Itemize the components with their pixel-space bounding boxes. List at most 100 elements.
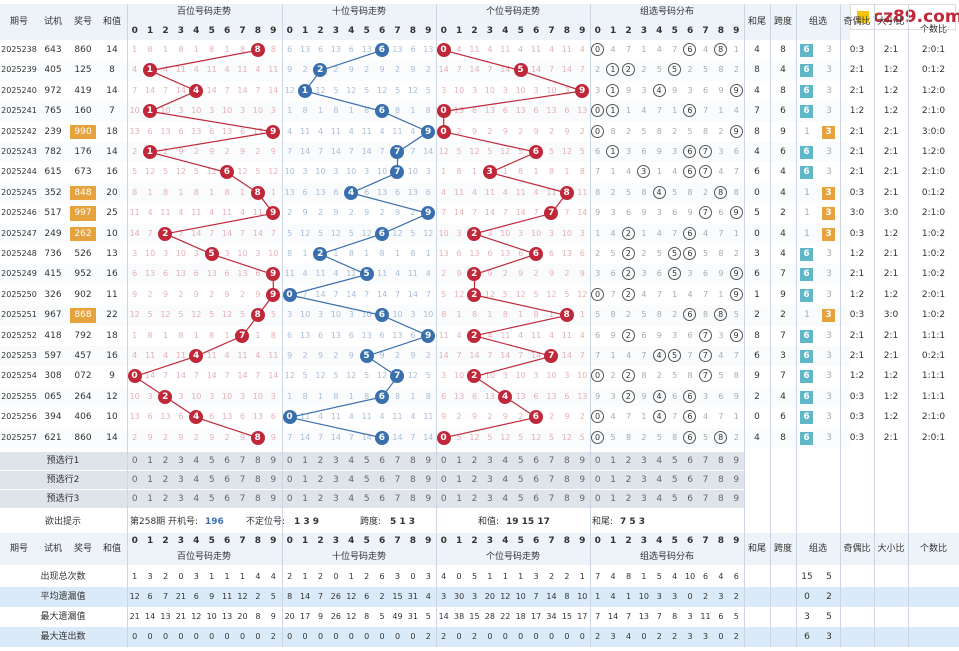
preview-digit-3[interactable]: 5 (667, 490, 682, 508)
preview-digit-2[interactable]: 3 (482, 490, 497, 508)
preview-digit-1[interactable]: 4 (344, 490, 359, 508)
preview-digit-1[interactable]: 3 (328, 490, 343, 508)
preview-digit-0[interactable]: 8 (250, 471, 265, 489)
preview-digit-0[interactable]: 5 (204, 452, 219, 470)
preview-digit-3[interactable]: 3 (636, 471, 651, 489)
preview-digit-0[interactable]: 5 (204, 471, 219, 489)
preview-digit-2[interactable]: 4 (498, 490, 513, 508)
preview-digit-0[interactable]: 0 (127, 452, 142, 470)
preview-digit-0[interactable]: 4 (189, 452, 204, 470)
preview-digit-1[interactable]: 6 (374, 471, 389, 489)
preview-digit-2[interactable]: 1 (451, 452, 466, 470)
preview-digit-2[interactable]: 8 (559, 490, 574, 508)
preview-digit-0[interactable]: 7 (235, 490, 250, 508)
preview-digit-3[interactable]: 9 (729, 452, 744, 470)
preview-digit-0[interactable]: 2 (158, 490, 173, 508)
preview-digit-1[interactable]: 2 (313, 471, 328, 489)
preview-digit-2[interactable]: 2 (467, 490, 482, 508)
preview-digit-0[interactable]: 8 (250, 490, 265, 508)
preview-digit-3[interactable]: 7 (698, 471, 713, 489)
preview-digit-0[interactable]: 7 (235, 452, 250, 470)
preview-digit-3[interactable]: 0 (590, 490, 605, 508)
preview-digit-3[interactable]: 5 (667, 452, 682, 470)
preview-digit-1[interactable]: 2 (313, 490, 328, 508)
preview-digit-3[interactable]: 2 (621, 452, 636, 470)
preview-digit-2[interactable]: 4 (498, 452, 513, 470)
preview-digit-0[interactable]: 0 (127, 490, 142, 508)
preview-digit-3[interactable]: 3 (636, 452, 651, 470)
preview-digit-1[interactable]: 6 (374, 490, 389, 508)
preview-digit-3[interactable]: 4 (652, 471, 667, 489)
preview-digit-3[interactable]: 2 (621, 471, 636, 489)
preview-digit-3[interactable]: 9 (729, 490, 744, 508)
preview-digit-0[interactable]: 3 (173, 471, 188, 489)
preview-digit-1[interactable]: 8 (405, 452, 420, 470)
preview-digit-2[interactable]: 3 (482, 452, 497, 470)
preview-digit-0[interactable]: 0 (127, 471, 142, 489)
preview-digit-1[interactable]: 4 (344, 471, 359, 489)
preview-digit-0[interactable]: 7 (235, 471, 250, 489)
preview-digit-1[interactable]: 5 (359, 452, 374, 470)
preview-digit-0[interactable]: 9 (266, 490, 281, 508)
preview-digit-0[interactable]: 3 (173, 452, 188, 470)
preview-digit-3[interactable]: 7 (698, 452, 713, 470)
preview-digit-1[interactable]: 8 (405, 471, 420, 489)
preview-digit-3[interactable]: 1 (605, 452, 620, 470)
preview-digit-2[interactable]: 5 (513, 471, 528, 489)
preview-digit-1[interactable]: 0 (282, 452, 297, 470)
preview-digit-3[interactable]: 3 (636, 490, 651, 508)
preview-digit-2[interactable]: 2 (467, 471, 482, 489)
preview-digit-3[interactable]: 6 (682, 471, 697, 489)
preview-digit-3[interactable]: 0 (590, 471, 605, 489)
preview-digit-3[interactable]: 4 (652, 452, 667, 470)
preview-digit-2[interactable]: 1 (451, 471, 466, 489)
preview-digit-1[interactable]: 0 (282, 471, 297, 489)
preview-digit-0[interactable]: 4 (189, 471, 204, 489)
preview-digit-0[interactable]: 3 (173, 490, 188, 508)
preview-digit-1[interactable]: 3 (328, 452, 343, 470)
preview-digit-0[interactable]: 2 (158, 452, 173, 470)
preview-digit-2[interactable]: 5 (513, 490, 528, 508)
preview-digit-1[interactable]: 7 (390, 490, 405, 508)
preview-digit-1[interactable]: 7 (390, 471, 405, 489)
preview-digit-3[interactable]: 4 (652, 490, 667, 508)
preview-digit-1[interactable]: 0 (282, 490, 297, 508)
preview-digit-2[interactable]: 6 (528, 471, 543, 489)
site-logo[interactable]: cz89.com (850, 4, 959, 30)
preview-digit-2[interactable]: 9 (575, 452, 590, 470)
preview-digit-2[interactable]: 0 (436, 490, 451, 508)
preview-digit-2[interactable]: 0 (436, 452, 451, 470)
preview-digit-2[interactable]: 7 (544, 490, 559, 508)
preview-digit-3[interactable]: 7 (698, 490, 713, 508)
preview-digit-3[interactable]: 6 (682, 490, 697, 508)
preview-digit-0[interactable]: 2 (158, 471, 173, 489)
preview-digit-3[interactable]: 8 (713, 452, 728, 470)
preview-digit-2[interactable]: 9 (575, 490, 590, 508)
preview-digit-3[interactable]: 8 (713, 490, 728, 508)
preview-digit-2[interactable]: 7 (544, 471, 559, 489)
preview-digit-0[interactable]: 6 (219, 471, 234, 489)
preview-digit-0[interactable]: 9 (266, 452, 281, 470)
preview-digit-2[interactable]: 2 (467, 452, 482, 470)
preview-digit-2[interactable]: 7 (544, 452, 559, 470)
preview-digit-2[interactable]: 6 (528, 490, 543, 508)
preview-digit-1[interactable]: 4 (344, 452, 359, 470)
preview-digit-3[interactable]: 5 (667, 471, 682, 489)
preview-digit-2[interactable]: 8 (559, 452, 574, 470)
preview-digit-1[interactable]: 5 (359, 471, 374, 489)
preview-digit-1[interactable]: 2 (313, 452, 328, 470)
preview-digit-1[interactable]: 9 (421, 471, 436, 489)
preview-digit-3[interactable]: 8 (713, 471, 728, 489)
preview-digit-3[interactable]: 1 (605, 471, 620, 489)
preview-digit-0[interactable]: 4 (189, 490, 204, 508)
preview-digit-2[interactable]: 3 (482, 471, 497, 489)
preview-digit-3[interactable]: 1 (605, 490, 620, 508)
preview-digit-2[interactable]: 1 (451, 490, 466, 508)
preview-digit-2[interactable]: 6 (528, 452, 543, 470)
preview-digit-1[interactable]: 9 (421, 452, 436, 470)
preview-digit-1[interactable]: 1 (297, 490, 312, 508)
preview-digit-0[interactable]: 6 (219, 490, 234, 508)
preview-digit-1[interactable]: 6 (374, 452, 389, 470)
preview-digit-2[interactable]: 5 (513, 452, 528, 470)
preview-digit-1[interactable]: 1 (297, 471, 312, 489)
